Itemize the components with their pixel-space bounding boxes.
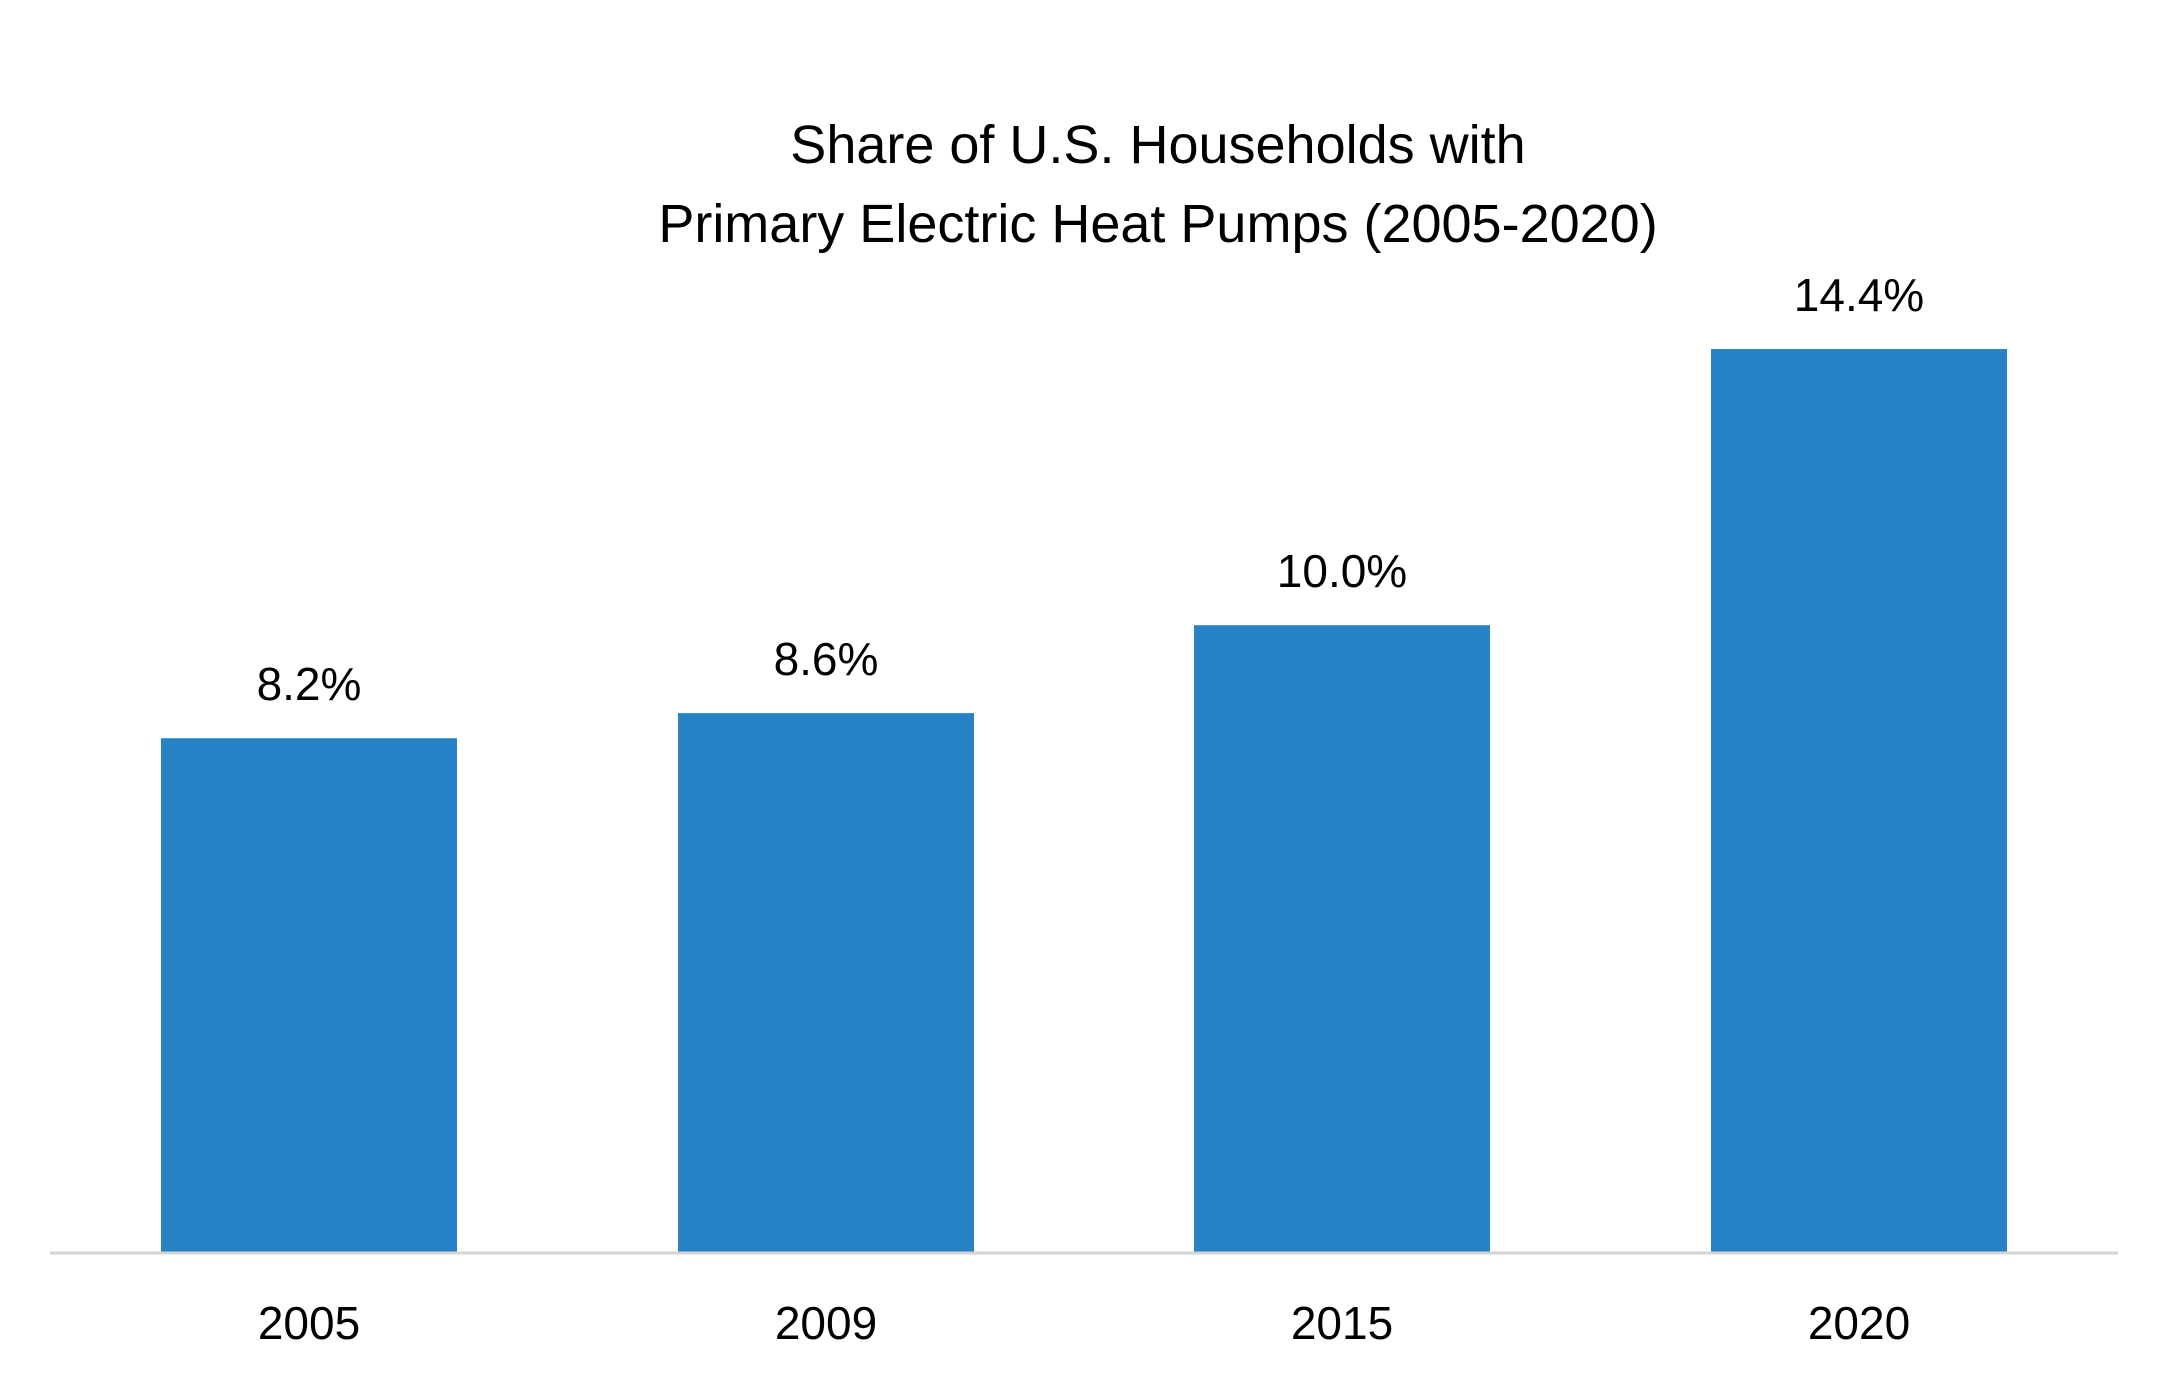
- x-tick-label-2020: 2020: [1808, 1297, 1910, 1349]
- bar-2015: [1194, 625, 1490, 1253]
- data-label-2009: 8.6%: [774, 633, 879, 685]
- chart-title-line-1: Share of U.S. Households with: [790, 115, 1525, 175]
- x-tick-label-2005: 2005: [258, 1297, 360, 1349]
- data-label-2020: 14.4%: [1794, 269, 1924, 321]
- bar-2005: [161, 738, 457, 1253]
- data-label-2005: 8.2%: [257, 658, 362, 710]
- chart-title-line-2: Primary Electric Heat Pumps (2005-2020): [658, 194, 1657, 254]
- x-tick-label-2009: 2009: [775, 1297, 877, 1349]
- bar-2020: [1711, 349, 2007, 1253]
- data-labels-group: 8.2% 8.6% 10.0% 14.4%: [257, 269, 1925, 710]
- x-tick-labels-group: 2005 2009 2015 2020: [258, 1297, 1910, 1349]
- bar-2009: [678, 713, 974, 1253]
- data-label-2015: 10.0%: [1277, 545, 1407, 597]
- bars-group: [161, 349, 2007, 1253]
- x-tick-label-2015: 2015: [1291, 1297, 1393, 1349]
